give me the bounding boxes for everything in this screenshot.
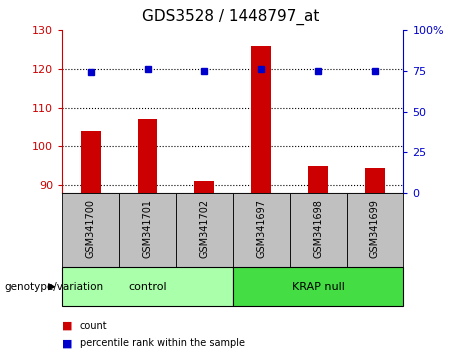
Bar <box>308 166 328 193</box>
Text: KRAP null: KRAP null <box>292 282 344 292</box>
Bar <box>251 46 271 193</box>
Bar <box>176 193 233 267</box>
Text: control: control <box>128 282 167 292</box>
Text: ■: ■ <box>62 338 73 348</box>
Bar <box>233 193 290 267</box>
Text: ■: ■ <box>62 321 73 331</box>
Bar <box>347 193 403 267</box>
Text: count: count <box>80 321 107 331</box>
Text: GSM341698: GSM341698 <box>313 199 323 258</box>
Text: GSM341701: GSM341701 <box>142 199 153 258</box>
Text: GSM341697: GSM341697 <box>256 199 266 258</box>
Bar <box>119 193 176 267</box>
Bar <box>81 131 100 193</box>
Text: GSM341699: GSM341699 <box>370 199 380 258</box>
Bar <box>62 267 233 306</box>
Bar <box>62 193 119 267</box>
Text: GDS3528 / 1448797_at: GDS3528 / 1448797_at <box>142 9 319 25</box>
Bar <box>137 119 158 193</box>
Text: GSM341700: GSM341700 <box>86 199 96 258</box>
Bar <box>233 267 403 306</box>
Text: percentile rank within the sample: percentile rank within the sample <box>80 338 245 348</box>
Bar <box>195 181 214 193</box>
Text: GSM341702: GSM341702 <box>199 199 209 258</box>
Bar <box>290 193 347 267</box>
Bar <box>365 168 385 193</box>
Text: genotype/variation: genotype/variation <box>5 282 104 292</box>
